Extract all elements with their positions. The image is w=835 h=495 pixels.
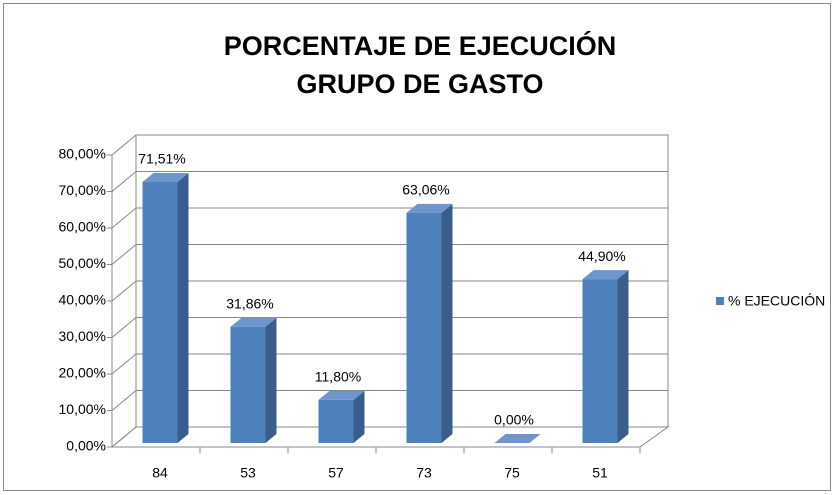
legend-swatch bbox=[716, 297, 724, 305]
bar bbox=[582, 279, 618, 443]
value-label: 31,86% bbox=[226, 295, 273, 311]
y-tick-label: 10,00% bbox=[59, 401, 106, 417]
bar-side bbox=[617, 270, 629, 443]
x-tick-label: 84 bbox=[152, 465, 168, 481]
bar bbox=[318, 399, 354, 443]
grid-line bbox=[111, 280, 668, 302]
value-label: 0,00% bbox=[494, 412, 534, 428]
x-tick-label: 75 bbox=[504, 465, 520, 481]
grid-line bbox=[111, 171, 668, 192]
x-tick-label: 51 bbox=[592, 465, 608, 481]
grid-line bbox=[111, 353, 668, 375]
bar-side bbox=[265, 317, 277, 443]
chart-title: GRUPO DE GASTO bbox=[296, 69, 543, 99]
grid-line bbox=[111, 426, 668, 448]
value-label: 71,51% bbox=[138, 151, 185, 167]
x-tick-label: 57 bbox=[328, 465, 344, 481]
bar-side bbox=[441, 203, 453, 443]
bar-top bbox=[230, 317, 277, 327]
value-label: 44,90% bbox=[578, 248, 625, 264]
bar bbox=[142, 181, 178, 443]
y-tick-label: 80,00% bbox=[59, 146, 106, 162]
y-tick-label: 30,00% bbox=[59, 328, 106, 344]
grid-line bbox=[111, 390, 668, 411]
y-tick-label: 0,00% bbox=[66, 438, 106, 454]
bar-top bbox=[406, 203, 453, 213]
y-tick-label: 50,00% bbox=[59, 255, 106, 271]
grid-line bbox=[111, 207, 668, 229]
grid-line bbox=[111, 244, 668, 265]
legend-label: % EJECUCIÓN bbox=[728, 293, 825, 309]
y-tick-label: 20,00% bbox=[59, 365, 106, 381]
grid-line bbox=[111, 134, 668, 156]
bar-side bbox=[177, 172, 189, 443]
bar-top bbox=[494, 434, 541, 443]
bar bbox=[406, 212, 442, 443]
grid-line bbox=[111, 317, 668, 338]
bar-top bbox=[318, 390, 365, 400]
bar-top bbox=[582, 270, 629, 280]
x-tick-label: 53 bbox=[240, 465, 256, 481]
bar bbox=[230, 326, 266, 443]
y-tick-label: 40,00% bbox=[59, 292, 106, 308]
y-tick-label: 70,00% bbox=[59, 182, 106, 198]
chart-title: PORCENTAJE DE EJECUCIÓN bbox=[224, 30, 617, 61]
value-label: 63,06% bbox=[402, 182, 449, 198]
y-tick-label: 60,00% bbox=[59, 219, 106, 235]
value-label: 11,80% bbox=[315, 369, 361, 385]
bar-top bbox=[142, 172, 189, 182]
x-tick-label: 73 bbox=[416, 465, 432, 481]
bar-side bbox=[353, 390, 365, 443]
